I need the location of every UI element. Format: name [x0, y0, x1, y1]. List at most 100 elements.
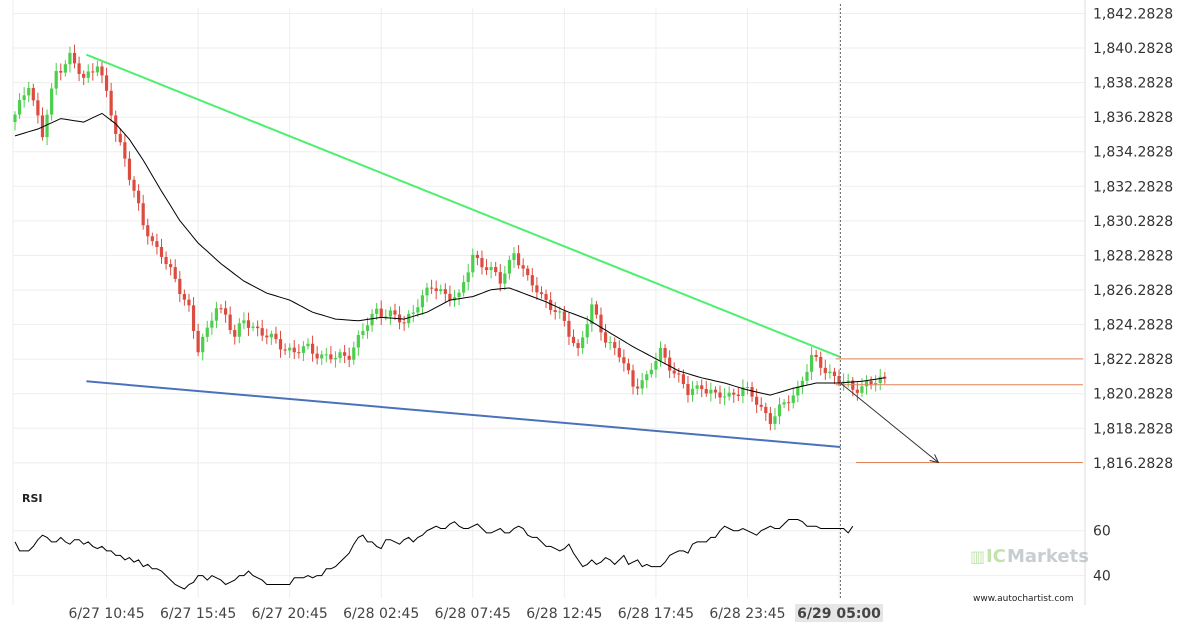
candle-body [549, 299, 553, 311]
candle-body [448, 293, 452, 301]
candle [690, 380, 695, 402]
candle-body [36, 100, 40, 116]
candle [214, 301, 219, 328]
candle-body [127, 158, 132, 180]
candle [796, 380, 800, 403]
candle-body [365, 325, 370, 331]
candle-body [700, 385, 704, 390]
candle [210, 312, 214, 335]
candle [86, 64, 90, 83]
candle-body [356, 335, 360, 348]
candle [832, 367, 837, 385]
candle [462, 275, 466, 297]
candle-body [791, 395, 795, 403]
price-tick-label: 1,824.2828 [1093, 318, 1173, 334]
candle-body [434, 288, 438, 292]
candle-body [498, 272, 502, 284]
candle [50, 83, 54, 121]
candle-body [338, 352, 342, 358]
candle-body [636, 386, 640, 389]
candle [828, 364, 832, 379]
candle [274, 326, 278, 344]
candle [407, 310, 411, 328]
candle [649, 363, 653, 378]
candle [155, 233, 159, 255]
candle-body [713, 389, 718, 393]
price-tick-label: 1,822.2828 [1093, 352, 1173, 368]
candle-body [507, 259, 512, 274]
candle-body [663, 348, 667, 358]
candle-body [576, 343, 580, 349]
candle-body [484, 267, 489, 271]
candle [59, 63, 63, 81]
candle [173, 259, 177, 283]
time-tick-label: 6/28 17:45 [618, 606, 694, 622]
candle-body [832, 371, 837, 376]
candle [402, 315, 406, 331]
candle [764, 402, 768, 421]
candle [498, 264, 502, 292]
candle-body [645, 374, 649, 381]
candle [562, 306, 566, 327]
candle-body [828, 371, 832, 374]
candle [310, 335, 315, 362]
candle [819, 351, 823, 376]
candle [127, 151, 132, 186]
candle-body [59, 70, 63, 73]
candle-body [402, 322, 406, 324]
time-tick-label: 6/27 10:45 [68, 606, 144, 622]
candle-body [104, 75, 109, 91]
candle [54, 62, 58, 95]
candle [823, 359, 827, 380]
candle [141, 194, 145, 230]
candle-body [516, 253, 521, 266]
candle [443, 283, 447, 302]
candle-body [475, 254, 479, 259]
candle-body [343, 352, 347, 356]
candle [352, 341, 356, 365]
candle [484, 259, 489, 276]
candle [539, 286, 544, 299]
candle [114, 110, 118, 142]
candle-body [91, 71, 95, 73]
candle-body [123, 142, 127, 159]
candle [118, 128, 122, 146]
price-tick-label: 1,842.2828 [1093, 6, 1173, 22]
candle-body [603, 332, 608, 343]
candle [251, 322, 255, 332]
candle [695, 380, 699, 395]
candle [333, 351, 338, 368]
price-tick-label: 1,828.2828 [1093, 248, 1173, 264]
resistance-trend-line [86, 53, 841, 359]
candle-body [750, 387, 754, 397]
candle [800, 376, 805, 395]
candle-body [141, 203, 145, 226]
candle-body [278, 339, 283, 350]
candle-body [503, 273, 507, 284]
candle-body [755, 396, 759, 405]
candle-body [590, 304, 594, 325]
candle [553, 302, 557, 320]
price-tick-label: 1,840.2828 [1093, 41, 1173, 57]
candle-body [223, 308, 228, 315]
candle-body [471, 254, 475, 273]
candle [315, 346, 319, 365]
candle [40, 107, 45, 141]
price-tick-label: 1,818.2828 [1093, 421, 1173, 437]
candle-body [466, 272, 470, 283]
candle-body [658, 348, 663, 362]
rsi-panel: RSI [14, 492, 854, 590]
candle-body [800, 380, 805, 387]
candle [91, 63, 95, 81]
candle [375, 302, 379, 320]
candle-body [429, 287, 434, 289]
candle-body [393, 310, 397, 315]
candle-body [768, 413, 772, 424]
candle-body [411, 312, 415, 314]
candle-body [581, 337, 585, 349]
candle [324, 347, 328, 363]
candle-body [668, 357, 672, 371]
candle [452, 290, 457, 307]
time-tick-label: 6/28 07:45 [435, 606, 511, 622]
candle-body [567, 320, 571, 337]
